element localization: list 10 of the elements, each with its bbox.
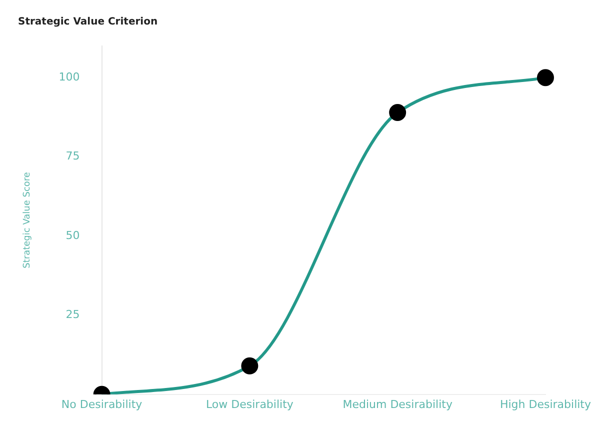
y-axis-title: Strategic Value Score xyxy=(22,172,33,268)
chart-title: Strategic Value Criterion xyxy=(18,16,158,28)
x-tick-label: No Desirability xyxy=(61,398,143,411)
y-tick-label: 75 xyxy=(66,150,80,163)
y-tick-label: 50 xyxy=(66,228,80,242)
x-tick-label: High Desirability xyxy=(500,398,592,411)
y-tick-label: 100 xyxy=(58,70,80,84)
y-tick-label: 25 xyxy=(66,308,80,322)
x-tick-label: Low Desirability xyxy=(206,398,294,411)
x-tick-label: Medium Desirability xyxy=(342,398,453,411)
